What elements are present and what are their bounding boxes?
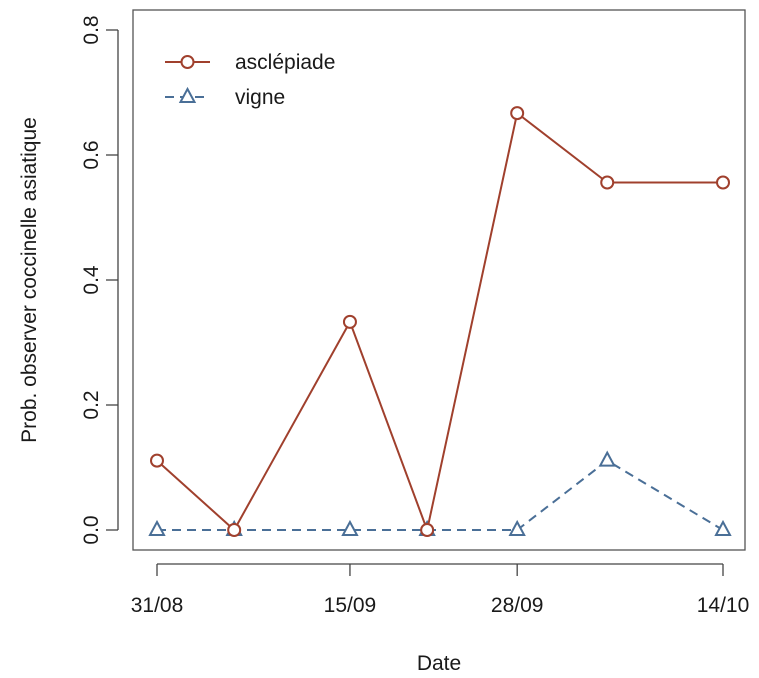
x-tick-label: 31/08 (131, 594, 184, 617)
data-point-circle (510, 106, 525, 121)
y-tick-label: 0.4 (80, 265, 103, 295)
data-point-circle (150, 453, 164, 468)
data-point-circle (420, 523, 435, 537)
data-point-circle (716, 175, 730, 190)
series-layer (148, 106, 732, 537)
series-vigne (148, 450, 732, 536)
x-axis-title: Date (417, 652, 461, 675)
legend-label-vigne: vigne (235, 86, 285, 109)
x-ticks: 31/08 15/09 28/09 14/10 (131, 564, 750, 617)
data-point-triangle (714, 519, 732, 536)
legend: asclépiade vigne (165, 51, 335, 109)
y-tick-label: 0.2 (80, 390, 103, 419)
data-point-circle (227, 523, 242, 537)
data-point-circle (600, 175, 615, 190)
y-axis-title: Prob. observer coccinelle asiatique (18, 117, 41, 443)
series-line (156, 112, 723, 531)
legend-entry-asclepiade: asclépiade (165, 51, 335, 74)
data-point-triangle (148, 519, 166, 536)
x-tick-label: 28/09 (491, 594, 544, 617)
data-point-triangle (598, 450, 616, 467)
x-tick-label: 15/09 (324, 594, 377, 617)
y-tick-label: 0.0 (80, 515, 103, 544)
legend-marker-triangle (178, 86, 197, 103)
y-ticks: 0.0 0.2 0.4 0.6 0.8 (80, 15, 118, 545)
legend-entry-vigne: vigne (165, 86, 285, 109)
series-asclepiade (150, 106, 730, 537)
x-tick-label: 14/10 (697, 594, 750, 617)
y-axis: 0.0 0.2 0.4 0.6 0.8 (80, 15, 119, 545)
y-tick-label: 0.8 (80, 15, 103, 44)
legend-label-asclepiade: asclépiade (235, 51, 335, 74)
data-point-triangle (341, 519, 359, 536)
data-point-triangle (508, 519, 526, 536)
x-axis: 31/08 15/09 28/09 14/10 (131, 563, 750, 617)
plot-frame (132, 9, 746, 551)
y-tick-label: 0.6 (80, 140, 103, 169)
legend-marker-circle (180, 55, 195, 69)
data-point-circle (342, 314, 357, 329)
